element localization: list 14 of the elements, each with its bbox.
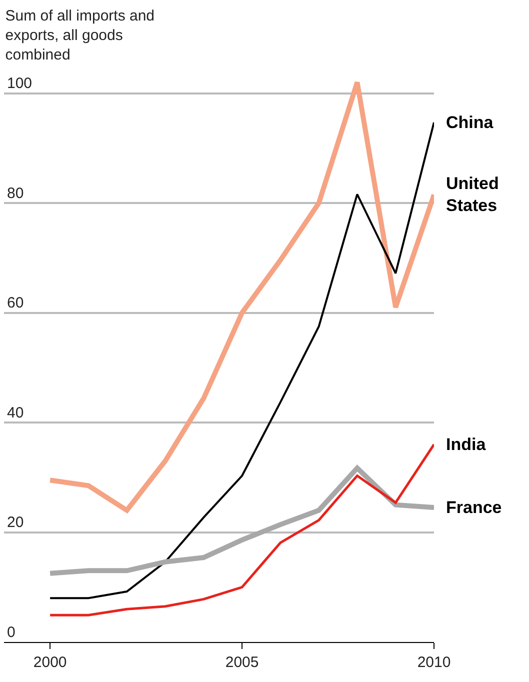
series-label: China bbox=[446, 113, 494, 132]
series-label: United States bbox=[446, 174, 499, 216]
x-tick-label: 2000 bbox=[33, 654, 67, 671]
series-label: France bbox=[446, 498, 502, 517]
y-tick-label: 0 bbox=[7, 624, 16, 641]
text: Sum of all imports and exports, all goods combined bbox=[5, 7, 155, 64]
x-tick-label: 2005 bbox=[225, 654, 259, 671]
x-tick-label: 2010 bbox=[417, 654, 451, 671]
y-tick-label: 20 bbox=[7, 514, 24, 532]
y-tick-label: 60 bbox=[7, 294, 24, 312]
y-tick-label: 40 bbox=[7, 404, 24, 422]
series-label: India bbox=[446, 435, 486, 454]
y-tick-label: 100 bbox=[7, 75, 32, 92]
y-tick-label: 80 bbox=[7, 184, 24, 202]
